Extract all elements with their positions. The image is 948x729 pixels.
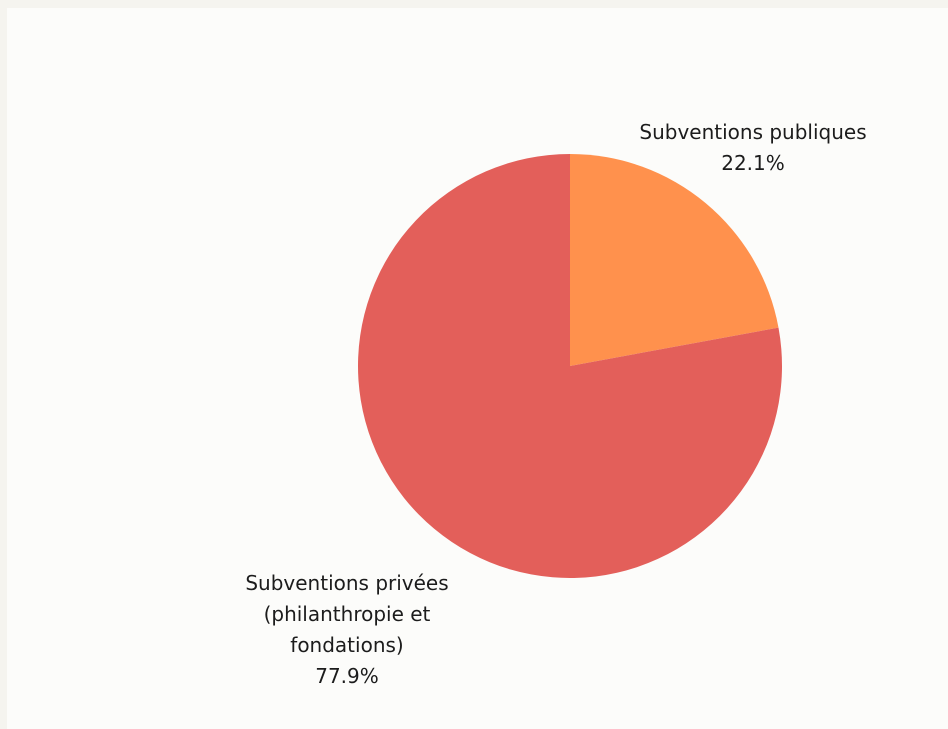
slice-labels: Subventions publiques 22.1% Subventions pr…	[245, 120, 866, 688]
slice-name-label-2: Subventions privées	[245, 571, 448, 595]
slice-name-label-2: (philanthropie et	[264, 602, 431, 626]
slice-name-label-2: fondations)	[290, 633, 403, 657]
slice-name-label-1: Subventions publiques	[639, 120, 866, 144]
pie-slice-1	[570, 154, 779, 366]
slice-value-label-1: 22.1%	[721, 151, 785, 175]
pie-slice-2	[357, 154, 782, 579]
pie-slices	[357, 154, 782, 579]
slice-value-label-2: 77.9%	[315, 664, 379, 688]
